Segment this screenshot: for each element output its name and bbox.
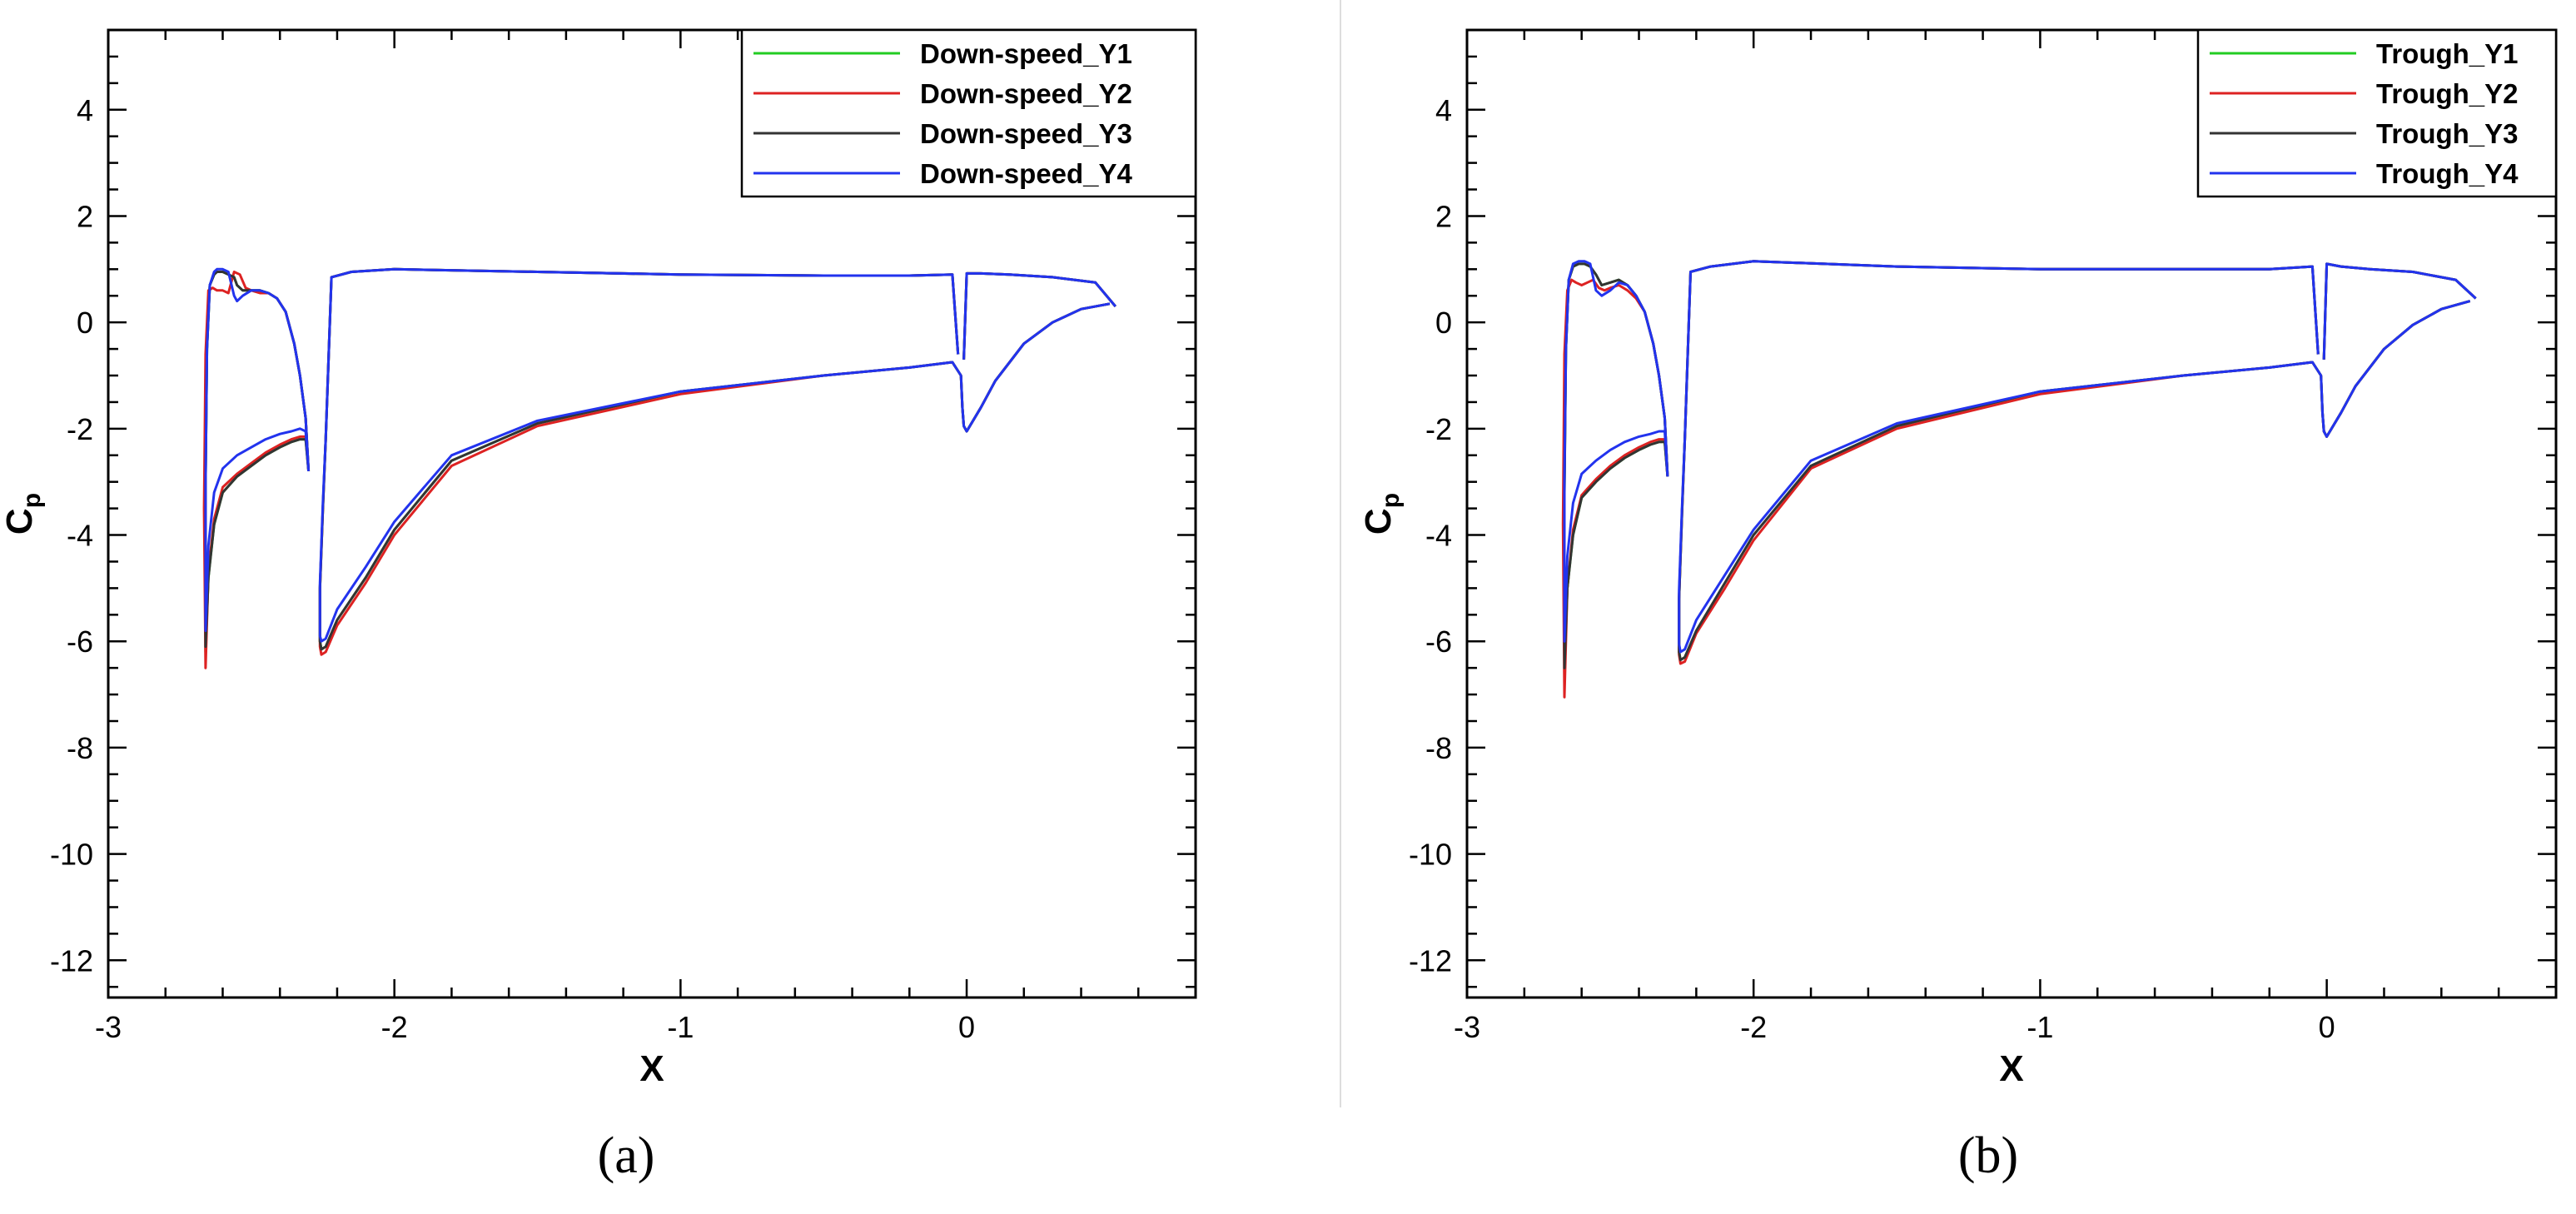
- y-tick-label: -12: [1409, 943, 1452, 978]
- y-tick-label: -8: [67, 731, 93, 765]
- series-line-down-speed-y3: [204, 267, 1116, 651]
- x-tick-label: 0: [958, 1010, 975, 1044]
- legend-box: [740, 28, 1197, 198]
- y-tick-label: -2: [1425, 412, 1452, 446]
- y-tick-label: 4: [1435, 93, 1452, 127]
- x-tick-label: -1: [2026, 1010, 2053, 1044]
- x-tick-label: 0: [2319, 1010, 2335, 1044]
- legend-label: Down-speed_Y4: [920, 158, 1133, 189]
- y-tick-label: -8: [1425, 731, 1452, 765]
- x-axis-title-b: X: [1999, 1048, 2023, 1089]
- legend-label: Trough_Y1: [2376, 38, 2519, 69]
- y-axis-title-b: Cp: [1358, 493, 1405, 535]
- legend-a: Down-speed_Y1 Down-speed_Y2 Down-speed_Y3 D…: [740, 28, 1197, 198]
- y-tick-label: -4: [1425, 519, 1452, 553]
- y-tick-label: 0: [1435, 306, 1452, 340]
- y-tick-label: 4: [77, 93, 93, 127]
- series-lines-a: [202, 267, 1116, 669]
- y-tick-label: -6: [67, 624, 93, 659]
- y-axis-title-a: Cp: [0, 493, 46, 535]
- legend-label: Down-speed_Y2: [920, 78, 1132, 109]
- plot-frame-b: [1465, 28, 2558, 999]
- y-axis-title-main-b: C: [1358, 508, 1399, 535]
- y-tick-label: -10: [50, 838, 93, 872]
- y-tick-label: -2: [67, 412, 93, 446]
- series-line-down-speed-y2: [202, 267, 1116, 669]
- series-line-down-speed-y1: [204, 267, 1116, 654]
- series-lines-b: [1561, 260, 2477, 699]
- y-tick-label: -4: [67, 519, 93, 553]
- caption-a: (a): [598, 1127, 655, 1184]
- plot-frame-a: [107, 28, 1197, 999]
- legend-box: [2196, 28, 2558, 198]
- x-tick-label: -2: [1740, 1010, 1767, 1044]
- x-tick-label: -3: [1454, 1010, 1480, 1044]
- x-tick-label: -2: [381, 1010, 408, 1044]
- legend-label: Trough_Y3: [2376, 118, 2519, 149]
- y-axis-title-sub-a: p: [18, 493, 46, 508]
- y-tick-label: -12: [50, 943, 93, 978]
- legend-b: Trough_Y1 Trough_Y2 Trough_Y3 Trough_Y4: [2196, 28, 2558, 198]
- y-tick-label: 2: [77, 199, 93, 233]
- y-axis-title-sub-b: p: [1377, 493, 1405, 508]
- series-line-trough-y2: [1561, 260, 2477, 699]
- legend-label: Trough_Y2: [2376, 78, 2519, 109]
- x-tick-label: -1: [667, 1010, 694, 1044]
- y-axis-title-main-a: C: [0, 508, 40, 535]
- y-tick-label: -6: [1425, 624, 1452, 659]
- x-axis-title-a: X: [639, 1048, 664, 1089]
- series-line-trough-y4: [1563, 260, 2477, 654]
- x-tick-label: -3: [95, 1010, 122, 1044]
- legend-label: Trough_Y4: [2376, 158, 2519, 189]
- series-line-trough-y3: [1563, 260, 2477, 669]
- series-line-down-speed-y4: [204, 267, 1116, 643]
- legend-label: Down-speed_Y3: [920, 118, 1132, 149]
- legend-label: Down-speed_Y1: [920, 38, 1132, 69]
- y-tick-label: 0: [77, 306, 93, 340]
- caption-b: (b): [1958, 1127, 2018, 1184]
- y-tick-label: 2: [1435, 199, 1452, 233]
- y-tick-label: -10: [1409, 838, 1452, 872]
